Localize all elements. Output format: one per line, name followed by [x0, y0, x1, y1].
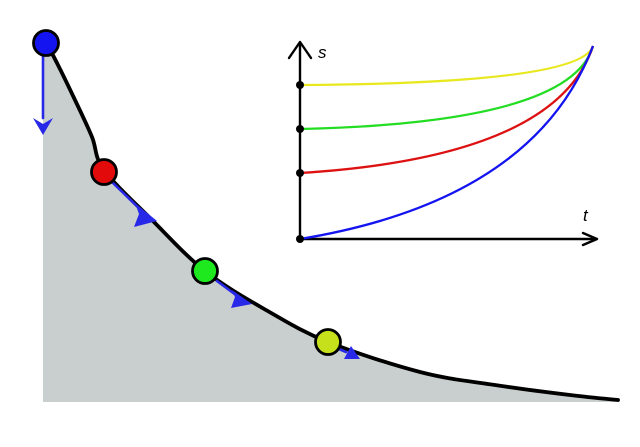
- svg-text:s: s: [318, 43, 327, 62]
